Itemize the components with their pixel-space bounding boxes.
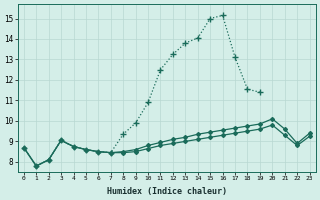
X-axis label: Humidex (Indice chaleur): Humidex (Indice chaleur)	[107, 187, 227, 196]
